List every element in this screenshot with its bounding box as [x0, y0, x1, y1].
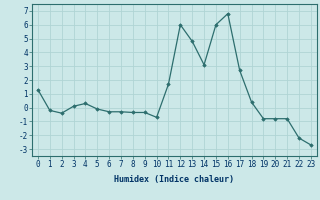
X-axis label: Humidex (Indice chaleur): Humidex (Indice chaleur) — [115, 175, 234, 184]
